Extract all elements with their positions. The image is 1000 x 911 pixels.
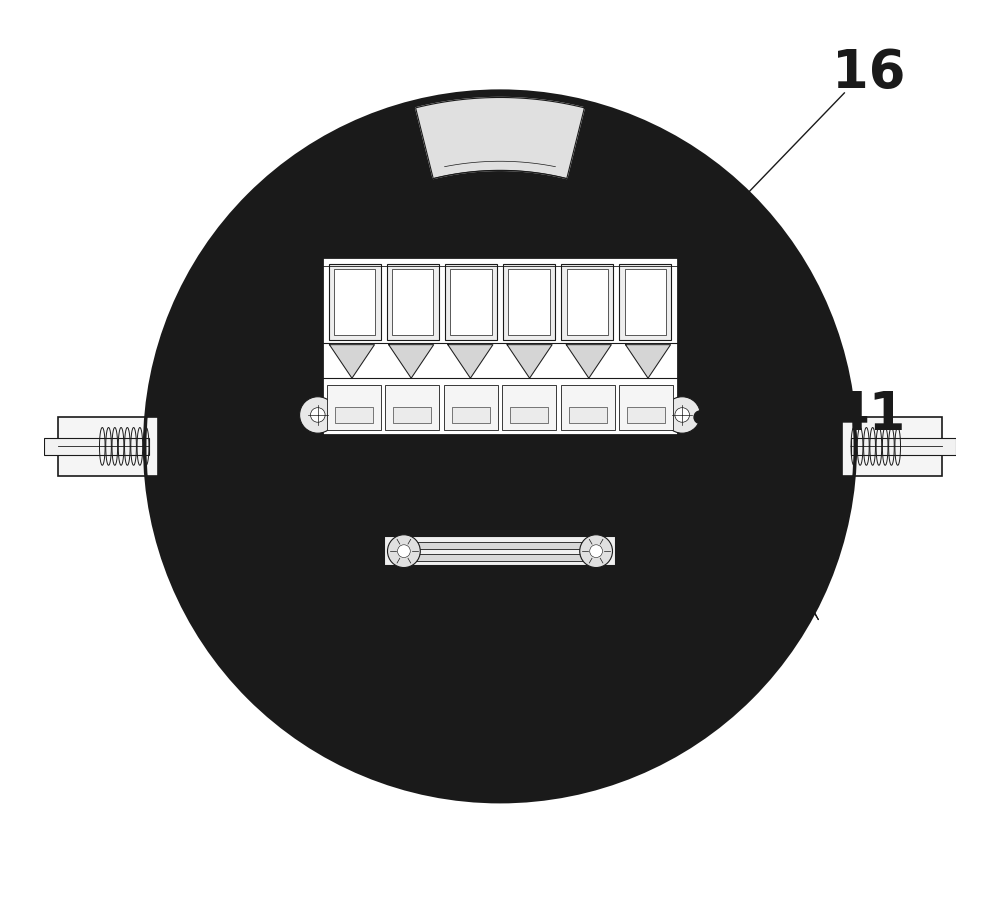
- Bar: [510, 407, 548, 423]
- Bar: [387, 264, 439, 340]
- Polygon shape: [389, 344, 434, 378]
- Circle shape: [229, 175, 771, 718]
- Bar: [413, 542, 587, 548]
- Bar: [329, 264, 381, 340]
- Bar: [569, 407, 607, 423]
- Bar: [851, 438, 956, 455]
- Bar: [561, 264, 613, 340]
- Bar: [619, 264, 671, 340]
- Bar: [625, 269, 666, 335]
- Circle shape: [715, 214, 728, 227]
- Circle shape: [590, 545, 602, 558]
- Bar: [503, 264, 555, 340]
- Text: 12: 12: [737, 520, 810, 573]
- Bar: [384, 536, 616, 566]
- Circle shape: [311, 408, 325, 423]
- Bar: [502, 385, 556, 430]
- Polygon shape: [448, 344, 493, 378]
- Text: 32: 32: [399, 719, 473, 772]
- Polygon shape: [329, 344, 374, 378]
- Bar: [619, 385, 673, 430]
- Bar: [322, 257, 678, 435]
- Circle shape: [664, 397, 700, 434]
- Bar: [385, 385, 439, 430]
- Bar: [567, 269, 608, 335]
- Bar: [445, 264, 497, 340]
- Bar: [627, 407, 665, 423]
- Polygon shape: [507, 344, 552, 378]
- Circle shape: [300, 397, 336, 434]
- Circle shape: [601, 475, 614, 487]
- Bar: [561, 385, 615, 430]
- Bar: [452, 407, 490, 423]
- Circle shape: [145, 91, 855, 802]
- Circle shape: [387, 535, 420, 568]
- Bar: [335, 407, 373, 423]
- Text: 16: 16: [832, 46, 906, 99]
- Text: ⊤  ⊤   N   L    N   L: ⊤ ⊤ N L N L: [404, 452, 515, 461]
- Bar: [508, 269, 550, 335]
- Polygon shape: [416, 97, 584, 179]
- Bar: [44, 438, 149, 455]
- Circle shape: [580, 535, 613, 568]
- Bar: [842, 416, 942, 476]
- Circle shape: [398, 545, 410, 558]
- Bar: [413, 554, 587, 561]
- Bar: [58, 416, 158, 476]
- Bar: [334, 269, 375, 335]
- Polygon shape: [626, 344, 671, 378]
- Circle shape: [694, 411, 707, 424]
- Polygon shape: [566, 344, 611, 378]
- Circle shape: [675, 408, 689, 423]
- Text: 41: 41: [832, 388, 906, 441]
- Bar: [393, 407, 431, 423]
- Bar: [444, 385, 498, 430]
- Bar: [392, 269, 433, 335]
- Circle shape: [412, 569, 424, 582]
- Bar: [450, 269, 492, 335]
- Bar: [327, 385, 381, 430]
